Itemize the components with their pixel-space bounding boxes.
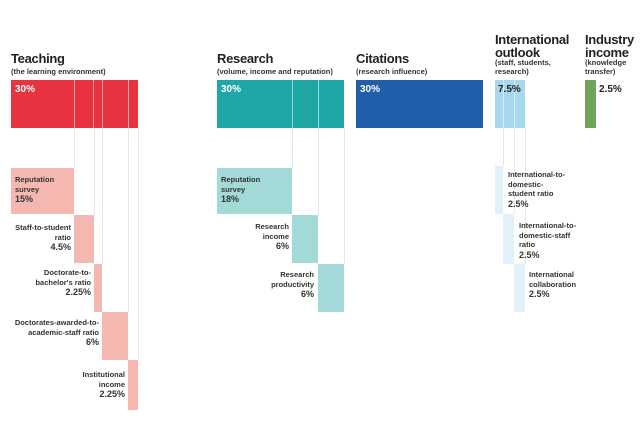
international-title: International outlook — [495, 32, 570, 60]
teaching-main-bar: 30% — [11, 80, 138, 128]
teaching-item-label: Staff-to-student ratio 4.5% — [15, 223, 71, 252]
teaching-sub-bar — [102, 312, 128, 360]
research-main-bar: 30% — [217, 80, 344, 128]
teaching-sub-bar — [74, 215, 94, 263]
teaching-item-label: Institutional income 2.25% — [82, 370, 126, 399]
citations-weight: 30% — [360, 84, 381, 95]
international-divider — [514, 80, 515, 128]
teaching-guide-line — [74, 128, 75, 168]
teaching-title: Teaching — [11, 51, 65, 66]
international-sub-bar — [503, 214, 514, 264]
international-item-label: International-to-domestic-staff ratio 2.… — [519, 221, 577, 260]
research-title: Research — [217, 51, 274, 66]
international-item-label: International-to-domestic-student ratio … — [508, 170, 566, 209]
teaching-sub-bar — [128, 360, 138, 410]
teaching-divider — [102, 80, 103, 128]
international-subtitle: (staff, students, research) — [495, 58, 551, 76]
industry-subtitle: (knowledge transfer) — [585, 58, 627, 76]
teaching-sub-bar — [94, 264, 102, 312]
research-weight: 30% — [221, 84, 242, 95]
research-guide-line — [344, 128, 345, 264]
industry-main-bar — [585, 80, 596, 128]
teaching-weight: 30% — [15, 84, 36, 95]
teaching-guide-line — [94, 128, 95, 215]
teaching-guide-line — [128, 128, 129, 312]
research-item-label: Reputation survey 18% — [221, 175, 261, 204]
teaching-item-label: Reputation survey 15% — [15, 175, 55, 204]
international-sub-bar — [514, 264, 525, 312]
international-guide-line — [503, 128, 504, 166]
research-guide-line — [292, 128, 293, 168]
citations-subtitle: (research influence) — [356, 67, 428, 76]
international-main-bar: 7.5% — [495, 80, 525, 128]
international-guide-line — [525, 128, 526, 264]
international-item-label: International collaboration 2.5% — [529, 270, 577, 299]
international-weight: 7.5% — [498, 84, 521, 95]
research-divider — [292, 80, 293, 128]
international-guide-line — [514, 128, 515, 214]
industry-title: Industry income — [585, 32, 634, 60]
teaching-sub-bar — [11, 168, 74, 214]
teaching-divider — [74, 80, 75, 128]
teaching-item-label: Doctorate-to-bachelor's ratio 2.25% — [35, 268, 91, 297]
teaching-item-label: Doctorates-awarded-to-academic-staff rat… — [14, 318, 99, 347]
industry-weight: 2.5% — [599, 84, 622, 95]
teaching-subtitle: (the learning environment) — [11, 67, 106, 76]
research-subtitle: (volume, income and reputation) — [217, 67, 333, 76]
research-sub-bar — [318, 264, 344, 312]
teaching-guide-line — [138, 128, 139, 360]
research-guide-line — [318, 128, 319, 215]
research-item-label: Research productivity 6% — [271, 270, 314, 299]
research-item-label: Research income 6% — [255, 222, 289, 251]
teaching-guide-line — [102, 128, 103, 264]
citations-main-bar: 30% — [356, 80, 483, 128]
international-sub-bar — [495, 166, 503, 214]
teaching-divider — [93, 80, 94, 128]
research-sub-bar — [217, 168, 292, 214]
international-divider — [503, 80, 504, 128]
citations-title: Citations — [356, 51, 409, 66]
teaching-divider — [128, 80, 129, 128]
research-sub-bar — [292, 215, 318, 263]
research-divider — [318, 80, 319, 128]
